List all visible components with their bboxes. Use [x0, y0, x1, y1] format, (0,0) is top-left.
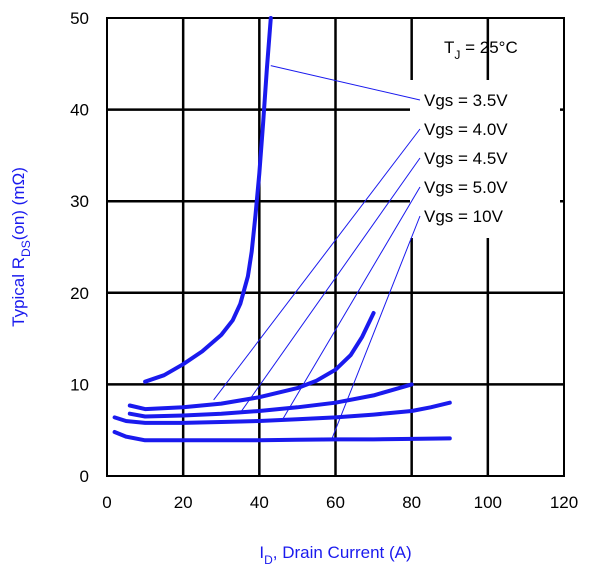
series-layer	[112, 16, 452, 443]
legend-label: Vgs = 10V	[424, 207, 504, 226]
x-tick-label: 60	[326, 493, 345, 512]
legend-callouts: Vgs = 3.5V Vgs = 4.0V Vgs = 4.5V Vgs = 5.0V…	[213, 65, 508, 440]
x-tick-label: 120	[550, 493, 578, 512]
y-tick-label: 50	[70, 9, 89, 28]
legend-leader-line	[331, 215, 421, 440]
y-axis-label: Typical RDS(on) (mΩ)	[9, 167, 33, 327]
legend-leader-line	[213, 128, 421, 401]
legend-leader-line	[281, 186, 421, 421]
legend-label: Vgs = 4.0V	[424, 120, 508, 139]
y-tick-label: 10	[70, 375, 89, 394]
temperature-label: TJ = 25°C	[444, 38, 518, 62]
series-line	[143, 16, 273, 384]
plot-frame	[106, 17, 565, 477]
series-line	[112, 430, 452, 443]
legend-box	[410, 80, 560, 238]
tick-labels: 0 20 40 60 80 100 120 0 10 20 30 40 50	[70, 9, 578, 512]
y-tick-label: 40	[70, 101, 89, 120]
x-axis-label: ID, Drain Current (A)	[259, 543, 411, 567]
y-tick-label: 30	[70, 192, 89, 211]
series-line	[112, 400, 452, 425]
x-tick-label: 0	[102, 493, 111, 512]
y-tick-label: 20	[70, 284, 89, 303]
x-tick-label: 20	[174, 493, 193, 512]
legend-label: Vgs = 5.0V	[424, 178, 508, 197]
series-line	[127, 382, 414, 419]
x-tick-label: 100	[474, 493, 502, 512]
legend-label: Vgs = 4.5V	[424, 149, 508, 168]
x-tick-label: 80	[402, 493, 421, 512]
legend-leader-line	[239, 157, 421, 414]
series-line	[127, 311, 376, 412]
y-tick-label: 0	[80, 467, 89, 486]
x-tick-label: 40	[250, 493, 269, 512]
legend-label: Vgs = 3.5V	[424, 91, 508, 110]
legend-leader-line	[270, 65, 421, 101]
